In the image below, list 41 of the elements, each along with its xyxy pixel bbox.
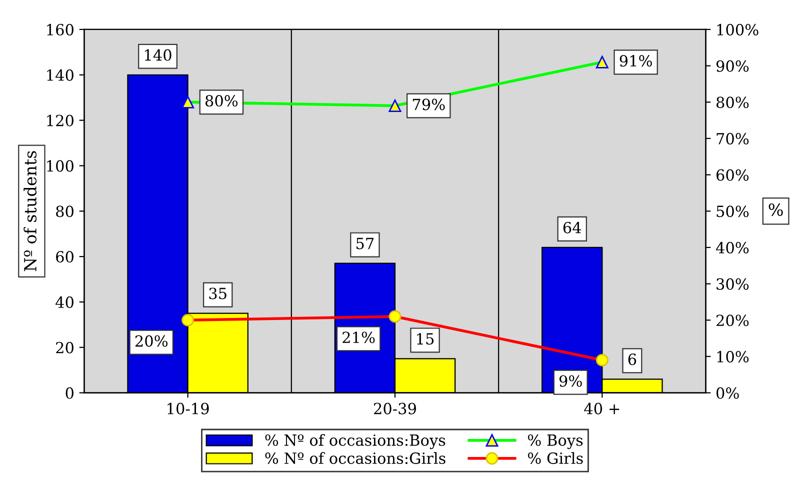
legend-label: % Boys [528, 434, 583, 450]
x-tick-label: 40 + [584, 402, 620, 414]
y2-tick-label: 70% [716, 132, 749, 144]
y2-tick-label: 40% [716, 242, 749, 254]
data-label: 21% [342, 332, 375, 344]
y-tick-label: 120 [47, 114, 74, 126]
data-label: 9% [559, 375, 582, 387]
y2-tick-label: 60% [716, 169, 749, 181]
y2-tick-label: 90% [716, 60, 749, 72]
x-tick-label: 20-39 [374, 402, 416, 414]
y-tick-label: 160 [47, 24, 74, 36]
y2-tick-label: 80% [716, 96, 749, 108]
data-label: 80% [205, 95, 238, 107]
data-label: 79% [412, 98, 445, 110]
data-label: 91% [620, 55, 652, 67]
data-label: 140 [145, 49, 172, 61]
y-tick-label: 80 [56, 206, 74, 218]
legend-label: % Nº of occasions:Girls [265, 452, 446, 464]
data-label: 35 [209, 288, 226, 300]
y-tick-label: 20 [56, 342, 74, 354]
y2-tick-label: 0% [716, 387, 739, 399]
x-tick-label: 10-19 [168, 402, 209, 414]
data-label: 57 [356, 238, 374, 250]
legend-label: % Nº of occasions:Boys [265, 434, 446, 450]
y-tick-label: 60 [56, 251, 74, 263]
data-label: 6 [628, 354, 636, 366]
data-label: 15 [417, 333, 434, 345]
y2-tick-label: 10% [717, 350, 749, 362]
y-axis-title: Nº of students [24, 151, 37, 272]
y2-tick-label: 50% [716, 206, 749, 218]
y2-tick-label: 100% [717, 24, 758, 36]
y2-axis-title: % [768, 203, 783, 216]
data-label: 20% [135, 335, 168, 347]
y-tick-label: 140 [47, 69, 74, 81]
y2-tick-label: 30% [716, 278, 749, 290]
y-tick-label: 0 [66, 387, 74, 399]
data-label: 64 [563, 222, 582, 234]
y-tick-label: 100 [47, 160, 74, 172]
y-tick-label: 40 [56, 296, 74, 308]
legend-label: % Girls [528, 452, 583, 464]
y2-tick-label: 20% [716, 314, 749, 326]
